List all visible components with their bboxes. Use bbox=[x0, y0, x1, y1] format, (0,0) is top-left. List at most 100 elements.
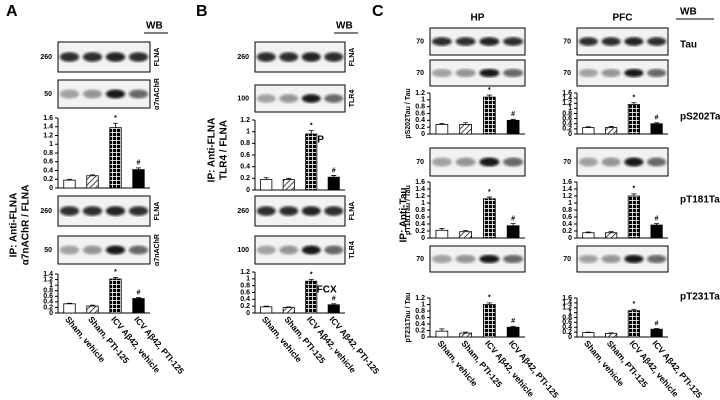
y-tick-label: 1.6 bbox=[562, 179, 572, 186]
y-tick-label: 0 bbox=[49, 185, 53, 192]
y-axis-label: pS202Tau / Tau bbox=[405, 88, 412, 138]
bar bbox=[435, 330, 449, 338]
bar bbox=[86, 305, 99, 314]
bar bbox=[506, 326, 520, 338]
wb-header: WB bbox=[336, 21, 353, 32]
blot-label: FLNA bbox=[349, 48, 356, 67]
y-tick-label: 0.8 bbox=[415, 104, 425, 111]
significance-mark: # bbox=[655, 320, 659, 327]
bar bbox=[627, 195, 640, 239]
y-tick-label: 1 bbox=[568, 200, 572, 207]
y-tick-label: 1.4 bbox=[415, 186, 425, 193]
blot-label: FLNA bbox=[154, 202, 161, 221]
y-tick-label: 0.6 bbox=[43, 159, 53, 166]
blot-band bbox=[503, 254, 524, 264]
y-tick-label: 0 bbox=[421, 334, 425, 341]
error-bar bbox=[439, 123, 445, 125]
bar bbox=[582, 332, 595, 338]
bar bbox=[260, 179, 273, 191]
error-bar bbox=[331, 303, 337, 305]
y-tick-label: 0.6 bbox=[562, 319, 572, 326]
blot-label: FLNA bbox=[349, 202, 356, 221]
blot-band bbox=[647, 37, 667, 46]
blot-band bbox=[128, 52, 149, 62]
mw-label: 50 bbox=[44, 91, 52, 98]
blot-band bbox=[647, 68, 667, 78]
blot-band bbox=[82, 245, 103, 255]
mw-label: 260 bbox=[237, 208, 249, 215]
y-tick-label: 0.6 bbox=[562, 115, 572, 122]
significance-mark: # bbox=[655, 215, 659, 222]
blot-band bbox=[431, 157, 452, 167]
y-tick-label: 0 bbox=[568, 235, 572, 242]
blot-band bbox=[624, 68, 644, 78]
blot-band bbox=[601, 254, 621, 264]
mw-label: 70 bbox=[416, 38, 424, 45]
blot-band bbox=[279, 206, 299, 216]
significance-mark: * bbox=[310, 271, 313, 278]
bar bbox=[627, 310, 640, 338]
ip-label: IP: Anti-Tau bbox=[399, 188, 410, 243]
y-tick-label: 0.4 bbox=[240, 164, 250, 171]
y-tick-label: 1 bbox=[49, 141, 53, 148]
bar bbox=[650, 328, 663, 338]
bar bbox=[650, 224, 663, 239]
y-tick-label: 1.6 bbox=[43, 115, 53, 122]
error-bar bbox=[654, 328, 660, 330]
bar bbox=[305, 133, 318, 191]
y-tick-label: 1 bbox=[568, 105, 572, 112]
blot-band bbox=[479, 254, 500, 264]
blot-band bbox=[301, 52, 321, 62]
panel-letter: C bbox=[372, 3, 384, 20]
wb-header: WB bbox=[680, 7, 697, 18]
y-tick-label: 1.4 bbox=[562, 186, 572, 193]
bar bbox=[506, 119, 520, 135]
bar bbox=[483, 304, 496, 338]
blot-band bbox=[431, 254, 452, 264]
bar bbox=[627, 104, 640, 135]
significance-mark: * bbox=[310, 122, 313, 129]
blot-band bbox=[301, 206, 321, 216]
error-bar bbox=[308, 279, 314, 282]
mw-label: 260 bbox=[40, 54, 52, 61]
significance-mark: # bbox=[511, 215, 515, 222]
error-bar bbox=[90, 304, 95, 307]
blot-band bbox=[479, 68, 500, 78]
blot-band bbox=[105, 206, 126, 216]
error-bar bbox=[608, 231, 614, 233]
y-tick-label: 1 bbox=[49, 282, 53, 289]
y-tick-label: 0.2 bbox=[43, 176, 53, 183]
blot-band bbox=[624, 254, 644, 264]
y-tick-label: 1.6 bbox=[562, 295, 572, 302]
y-tick-label: 0.6 bbox=[415, 110, 425, 117]
mw-label: 70 bbox=[563, 70, 571, 77]
error-bar bbox=[486, 94, 492, 98]
blot-band bbox=[59, 245, 80, 255]
y-tick-label: 0.6 bbox=[43, 293, 53, 300]
blot-band bbox=[105, 245, 126, 255]
blot-band bbox=[578, 68, 598, 78]
y-tick-label: 0.4 bbox=[240, 296, 250, 303]
blot-label: FLNA bbox=[154, 48, 161, 67]
blot-band bbox=[82, 206, 103, 216]
blot-band bbox=[279, 94, 299, 103]
y-tick-label: 0.6 bbox=[415, 314, 425, 321]
y-tick-label: 0.2 bbox=[562, 329, 572, 336]
y-tick-label: 0.8 bbox=[562, 207, 572, 214]
blot-band bbox=[128, 245, 149, 255]
wb-header: WB bbox=[146, 21, 163, 32]
error-bar bbox=[439, 328, 445, 332]
error-bar bbox=[308, 130, 314, 134]
blot-band bbox=[455, 68, 476, 78]
bar bbox=[483, 96, 496, 135]
blot-band bbox=[279, 245, 299, 255]
bar bbox=[650, 123, 663, 135]
y-axis-label: α7nAChR / FLNA bbox=[21, 185, 32, 266]
blot-band bbox=[324, 94, 344, 103]
y-tick-label: 1.2 bbox=[562, 193, 572, 200]
y-tick-label: 0.8 bbox=[415, 308, 425, 315]
bar bbox=[109, 278, 122, 314]
bar bbox=[63, 179, 76, 189]
y-tick-label: 0.6 bbox=[240, 289, 250, 296]
significance-mark: * bbox=[488, 87, 491, 94]
